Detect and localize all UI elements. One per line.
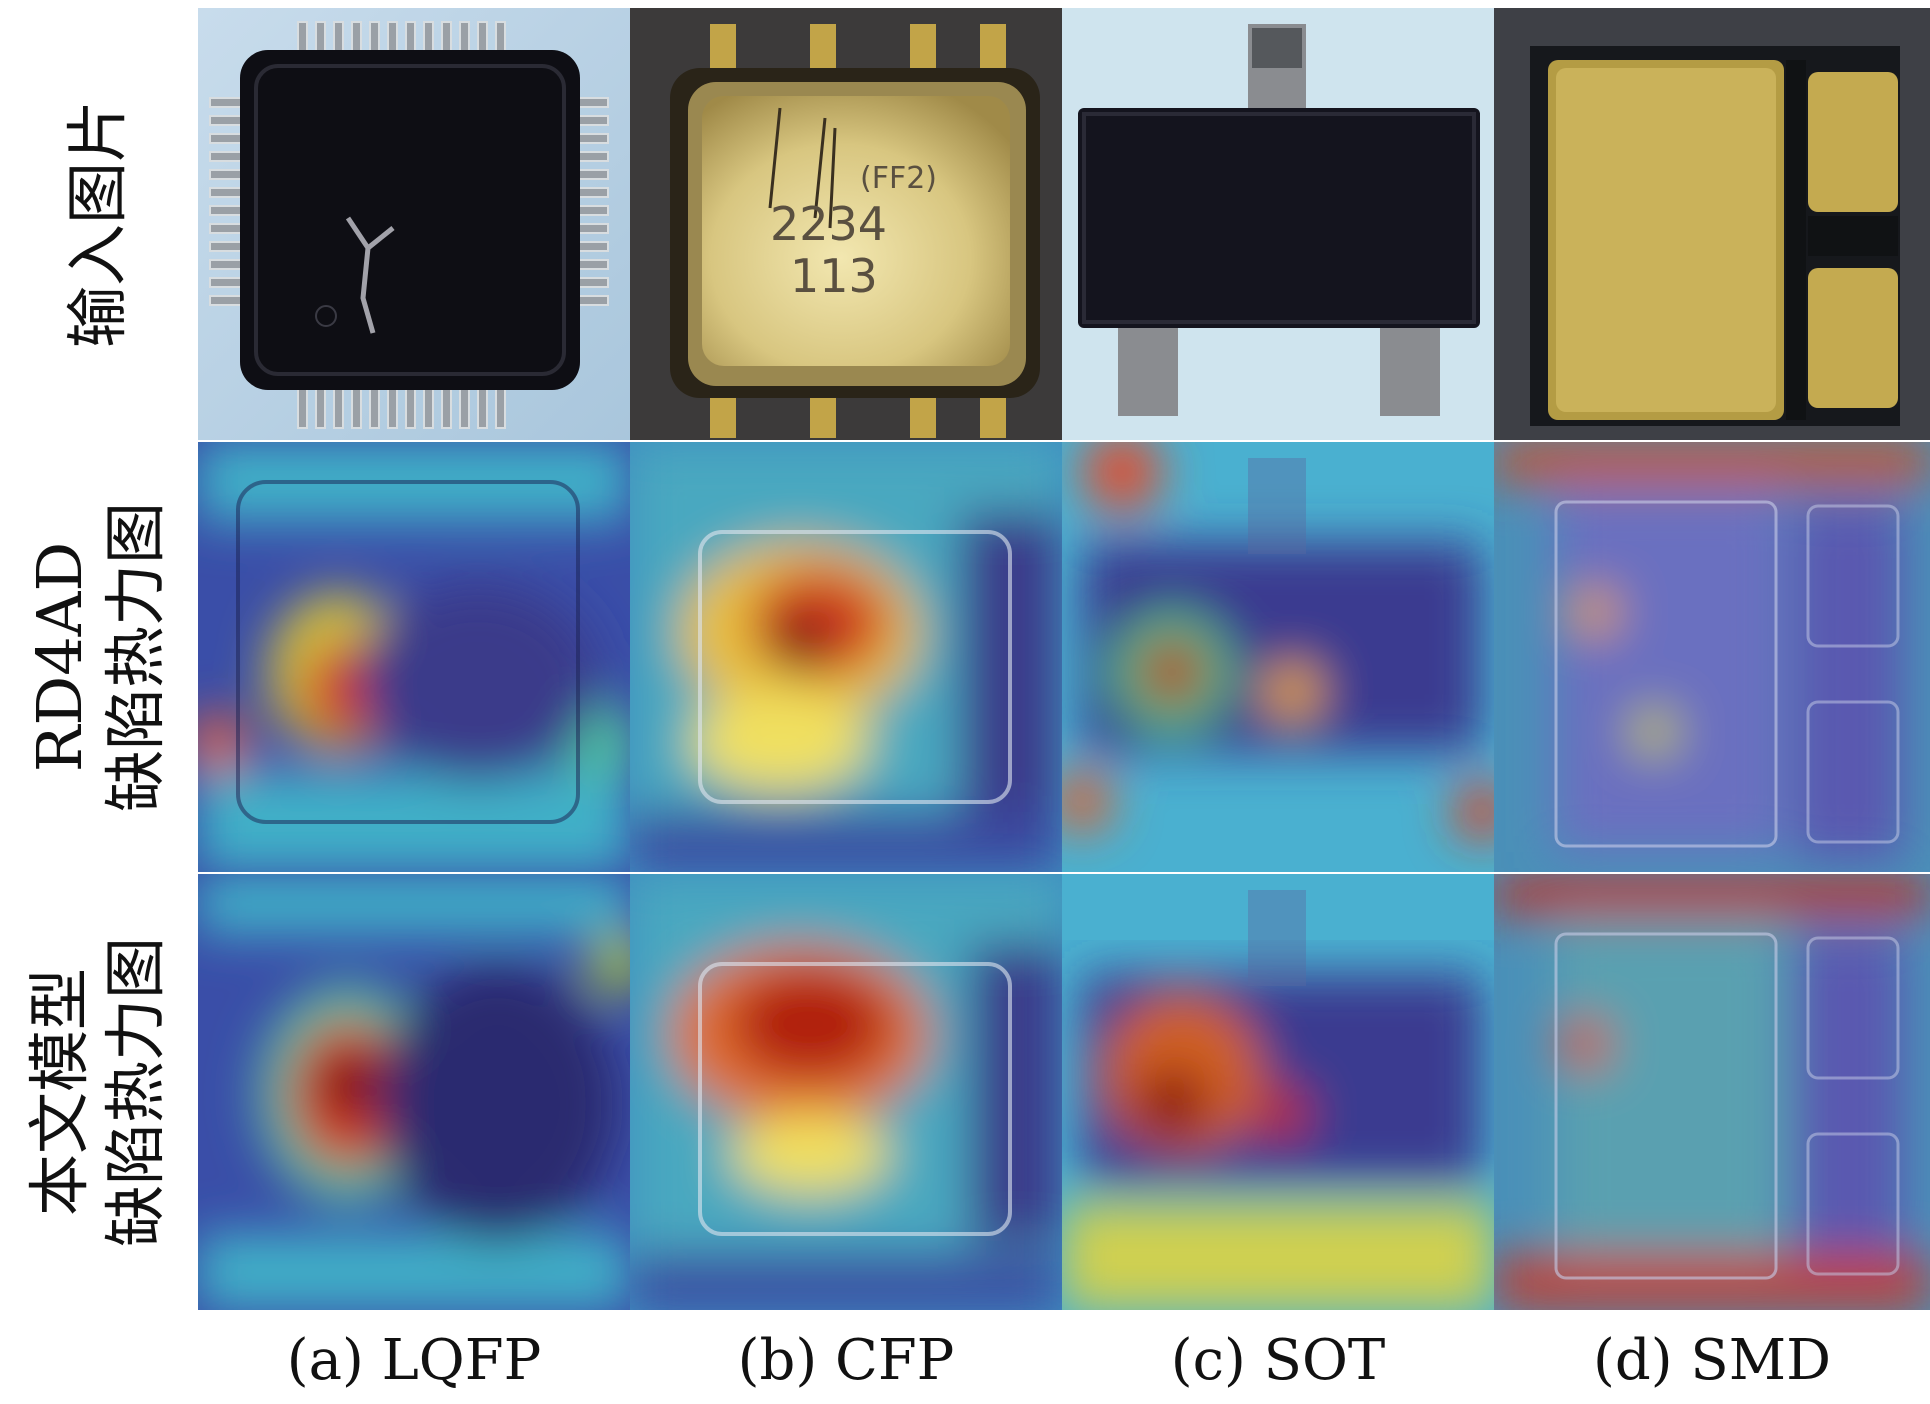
image-smd-input xyxy=(1494,8,1930,440)
cfp-marking-line1: 2234 xyxy=(770,197,887,251)
heatmap-ours-sot xyxy=(1062,874,1494,1310)
caption-cfp: (b) CFP xyxy=(737,1328,955,1393)
row-label-rd4ad: RD4AD 缺陷热力图 xyxy=(0,442,196,872)
image-cfp-input: (FF2) 2234 113 xyxy=(630,8,1062,440)
image-lqfp-input xyxy=(198,8,630,440)
caption-lqfp: (a) LQFP xyxy=(286,1328,542,1393)
cfp-marking-line2: 113 xyxy=(790,249,878,303)
caption-smd: (d) SMD xyxy=(1593,1328,1831,1393)
row-label-rd4ad-line1: RD4AD xyxy=(23,541,97,773)
row-label-ours-line1: 本文模型 xyxy=(23,967,97,1217)
heatmap-ours-cfp xyxy=(630,874,1062,1310)
heatmap-rd4ad-cfp xyxy=(630,442,1062,872)
heatmap-rd4ad-smd xyxy=(1494,442,1930,872)
row-label-input: 输入图片 xyxy=(0,8,196,440)
heatmap-rd4ad-sot xyxy=(1062,442,1494,872)
cfp-marking-top: (FF2) xyxy=(860,161,937,196)
heatmap-ours-smd xyxy=(1494,874,1930,1310)
row-label-ours: 本文模型 缺陷热力图 xyxy=(0,874,196,1310)
row-label-rd4ad-line2: 缺陷热力图 xyxy=(99,501,173,813)
row-label-ours-line2: 缺陷热力图 xyxy=(99,936,173,1248)
heatmap-rd4ad-lqfp xyxy=(198,442,630,872)
row-label-input-line2: 输入图片 xyxy=(61,99,135,349)
caption-sot: (c) SOT xyxy=(1170,1328,1386,1393)
image-sot-input xyxy=(1062,8,1494,440)
heatmap-ours-lqfp xyxy=(198,874,630,1310)
